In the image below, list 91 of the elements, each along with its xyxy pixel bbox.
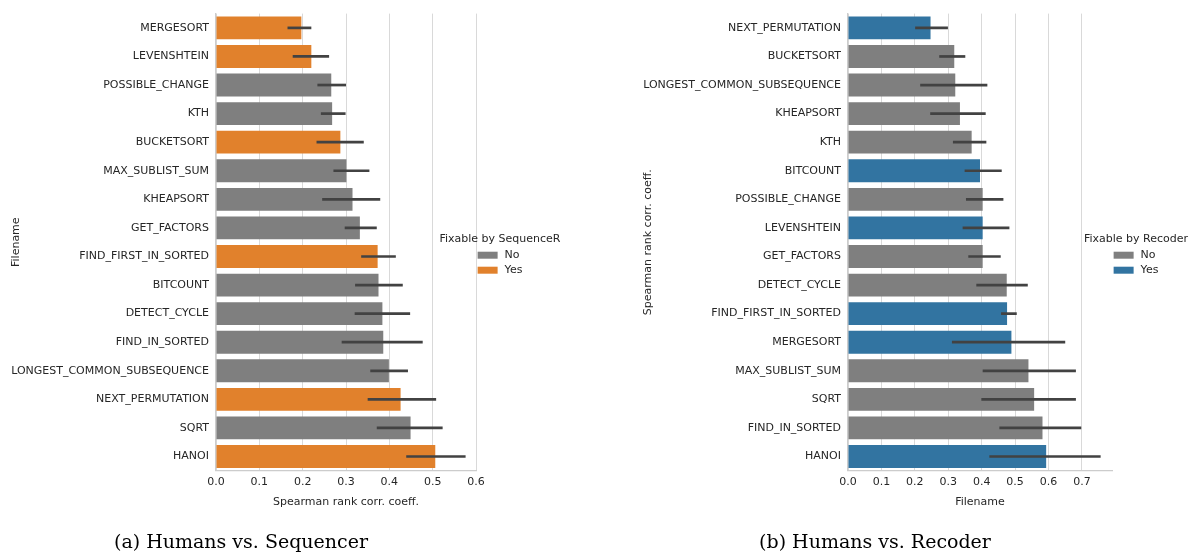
bar [848,359,1029,383]
x-tick-label: 0.0 [839,475,857,489]
x-tick-label: 0.1 [872,475,891,489]
legend-label: Yes [503,263,523,277]
y-tick-label: LEVENSHTEIN [764,220,841,234]
text: (a) Humans vs. Sequencer [113,529,369,552]
bar [216,159,347,183]
bar [216,102,333,126]
bar [848,330,1012,354]
y-tick-label: FIND_FIRST_IN_SORTED [711,306,841,320]
bar [216,73,332,97]
y-tick-label: DETECT_CYCLE [757,277,842,291]
bar [216,445,436,468]
bar [216,216,360,240]
y-axis-title: Spearman rank corr. coeff. [641,169,655,316]
y-tick-label: FIND_FIRST_IN_SORTED [79,249,209,263]
bar [848,73,956,97]
y-tick-label: BUCKETSORT [767,49,842,63]
y-tick-label: FIND_IN_SORTED [747,420,841,434]
legend-label: No [1140,248,1156,262]
legend-title: Fixable by Recoder [1083,232,1189,246]
bar [848,16,931,40]
y-tick-label: LEVENSHTEIN [132,49,209,63]
y-tick-label: GET_FACTORS [130,220,210,234]
x-tick-label: 0.4 [380,475,399,489]
y-tick-label: MAX_SUBLIST_SUM [103,163,209,177]
bar [848,102,960,126]
y-tick-label: SQRT [179,420,210,434]
x-tick-label: 0.1 [250,475,269,489]
y-tick-label: POSSIBLE_CHANGE [735,192,842,206]
bar [848,302,1008,326]
bar [216,302,383,326]
bar [216,387,401,411]
bar [216,359,389,383]
x-tick-label: 0.3 [939,475,957,489]
y-tick-label: BITCOUNT [152,277,210,291]
y-tick-label: SQRT [811,392,842,406]
x-tick-label: 0.5 [1006,475,1024,489]
y-tick-label: FIND_IN_SORTED [115,335,209,349]
x-axis-title: Filename [955,495,1006,509]
y-tick-label: HANOI [173,449,209,463]
bar [848,416,1043,440]
y-axis-title: Filename [9,217,23,267]
y-tick-label: MERGESORT [772,335,842,349]
x-tick-label: 0.3 [337,475,355,489]
x-tick-label: 0.2 [906,475,924,489]
x-tick-label: 0.4 [972,475,991,489]
bar [216,45,312,68]
bar [848,216,983,240]
bar [848,45,955,68]
bar [848,445,1047,468]
y-tick-label: LONGEST_COMMON_SUBSEQUENCE [643,77,842,91]
y-tick-label: GET_FACTORS [762,249,842,263]
x-tick-label: 0.6 [1039,475,1058,489]
text: (b) Humans vs. Recoder [759,529,992,552]
bar [216,273,379,297]
x-tick-label: 0.7 [1073,475,1091,489]
y-tick-label: MAX_SUBLIST_SUM [735,363,841,377]
bar [848,159,980,183]
bar [216,130,341,154]
y-tick-label: NEXT_PERMUTATION [96,392,209,406]
bar [848,130,972,154]
y-tick-label: BITCOUNT [784,163,842,177]
y-tick-label: KTH [819,135,841,149]
x-tick-label: 0.0 [207,475,225,489]
y-tick-label: KHEAPSORT [143,192,210,206]
x-tick-label: 0.6 [467,475,485,489]
legend-title: Fixable by SequenceR [439,232,561,246]
y-tick-label: POSSIBLE_CHANGE [103,77,210,91]
bar [848,273,1007,297]
y-tick-label: KHEAPSORT [775,106,842,120]
y-tick-label: KTH [187,106,209,120]
y-tick-label: MERGESORT [140,20,210,34]
legend-label: No [504,248,520,262]
y-tick-label: LONGEST_COMMON_SUBSEQUENCE [11,363,210,377]
y-tick-label: HANOI [805,449,841,463]
bar [216,245,378,268]
y-tick-label: NEXT_PERMUTATION [728,20,841,34]
bar [216,416,411,440]
bar [216,187,353,211]
x-axis-title: Spearman rank corr. coeff. [272,495,420,509]
bar [848,387,1035,411]
bar [848,187,983,211]
x-tick-label: 0.2 [293,475,312,489]
bar [216,330,384,354]
bar [216,16,302,40]
x-tick-label: 0.5 [423,475,442,489]
y-tick-label: DETECT_CYCLE [125,306,210,320]
bar [848,245,983,268]
y-tick-label: BUCKETSORT [135,135,210,149]
legend-label: Yes [1139,263,1159,277]
